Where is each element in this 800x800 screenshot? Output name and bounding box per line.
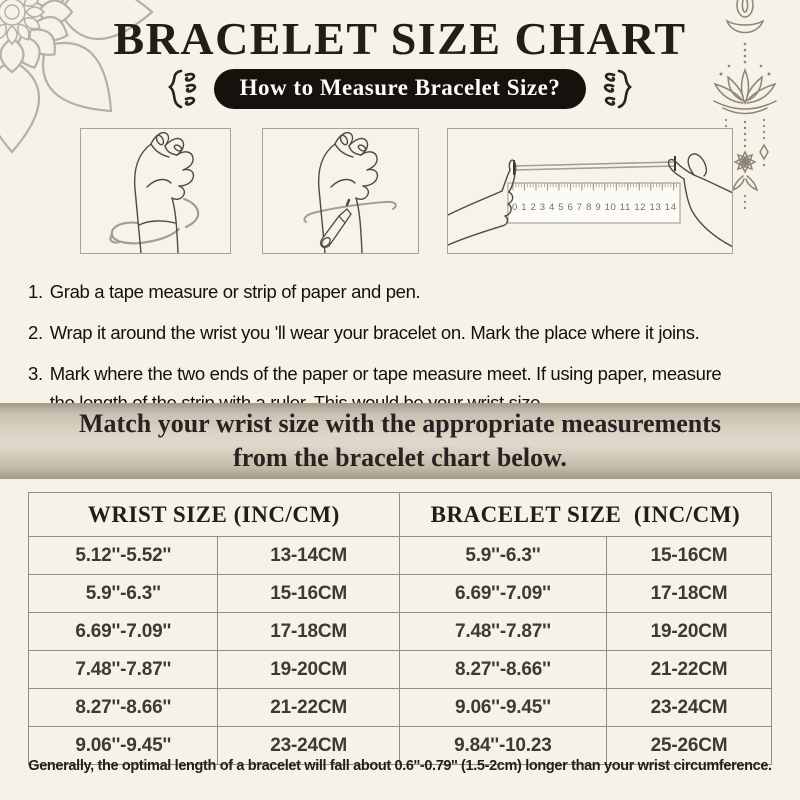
table-row: 6.69''-7.09'' 17-18CM 7.48''-7.87'' 19-2… [27, 612, 772, 651]
how-to-measure-badge: How to Measure Bracelet Size? [213, 69, 587, 109]
bracelet-cm: 15-16CM [606, 536, 772, 575]
squiggle-right-icon [604, 69, 633, 109]
banner-line-2: from the bracelet chart below. [233, 443, 567, 472]
wrist-inches: 5.9''-6.3'' [27, 574, 219, 613]
instruction-step-1: 1. Grab a tape measure or strip of paper… [28, 278, 778, 306]
bracelet-size-header: BRACELET SIZE (INC/CM) [398, 492, 773, 537]
squiggle-left-icon [167, 69, 196, 109]
bracelet-inches: 6.69''-7.09'' [398, 574, 608, 613]
step-number: 3. [28, 362, 43, 384]
wrist-cm: 21-22CM [217, 688, 400, 727]
bracelet-cm: 25-26CM [606, 726, 772, 765]
bracelet-inches: 5.9''-6.3'' [398, 536, 608, 575]
wrist-cm: 15-16CM [217, 574, 400, 613]
bracelet-inches: 9.84''-10.23 [398, 726, 608, 765]
step-number: 2. [28, 321, 43, 343]
how-to-measure-badge-row: How to Measure Bracelet Size? [0, 68, 800, 110]
wrist-inches: 5.12''-5.52'' [27, 536, 219, 575]
table-row: 9.06''-9.45'' 23-24CM 9.84''-10.23 25-26… [27, 726, 772, 765]
step-number: 1. [28, 281, 43, 302]
table-header-row: WRIST SIZE (INC/CM) BRACELET SIZE (INC/C… [28, 492, 773, 537]
table-row: 5.12''-5.52'' 13-14CM 5.9''-6.3'' 15-16C… [27, 536, 772, 575]
illustration-measure-with-ruler: 0 1 2 3 4 5 6 7 8 9 10 11 12 13 14 [447, 128, 733, 254]
size-conversion-table: WRIST SIZE (INC/CM) BRACELET SIZE (INC/C… [27, 492, 773, 765]
wrist-inches: 8.27''-8.66'' [27, 688, 219, 727]
bracelet-inches: 8.27''-8.66'' [398, 650, 608, 689]
match-size-banner: Match your wrist size with the appropria… [0, 403, 800, 479]
banner-line-1: Match your wrist size with the appropria… [79, 409, 721, 439]
instructions-list: 1. Grab a tape measure or strip of paper… [28, 278, 778, 430]
wrist-inches: 6.69''-7.09'' [27, 612, 219, 651]
illustration-wrap-tape [80, 128, 231, 254]
bracelet-inches: 7.48''-7.87'' [398, 612, 608, 651]
wrist-cm: 23-24CM [217, 726, 400, 765]
wrist-inches: 7.48''-7.87'' [27, 650, 219, 689]
bracelet-cm: 19-20CM [606, 612, 772, 651]
wrist-cm: 13-14CM [217, 536, 400, 575]
table-row: 5.9''-6.3'' 15-16CM 6.69''-7.09'' 17-18C… [27, 574, 772, 613]
footer-note: Generally, the optimal length of a brace… [28, 758, 772, 774]
step-text: Grab a tape measure or strip of paper an… [49, 281, 421, 302]
step-text: Wrap it around the wrist you 'll wear yo… [49, 321, 700, 343]
wrist-cm: 17-18CM [217, 612, 400, 651]
instruction-step-2: 2. Wrap it around the wrist you 'll wear… [28, 319, 778, 347]
step-text: Mark where the two ends of the paper or … [49, 362, 722, 384]
illustration-mark-with-pen [262, 128, 419, 254]
bracelet-inches: 9.06''-9.45'' [398, 688, 608, 727]
table-row: 8.27''-8.66'' 21-22CM 9.06''-9.45'' 23-2… [27, 688, 772, 727]
wrist-cm: 19-20CM [217, 650, 400, 689]
page-title: BRACELET SIZE CHART [113, 13, 687, 64]
ruler-numbers: 0 1 2 3 4 5 6 7 8 9 10 11 12 13 14 [512, 202, 676, 213]
bracelet-cm: 17-18CM [606, 574, 772, 613]
table-row: 7.48''-7.87'' 19-20CM 8.27''-8.66'' 21-2… [27, 650, 772, 689]
wrist-inches: 9.06''-9.45'' [27, 726, 219, 765]
bracelet-cm: 21-22CM [606, 650, 772, 689]
wrist-size-header: WRIST SIZE (INC/CM) [28, 492, 400, 537]
bracelet-cm: 23-24CM [606, 688, 772, 727]
